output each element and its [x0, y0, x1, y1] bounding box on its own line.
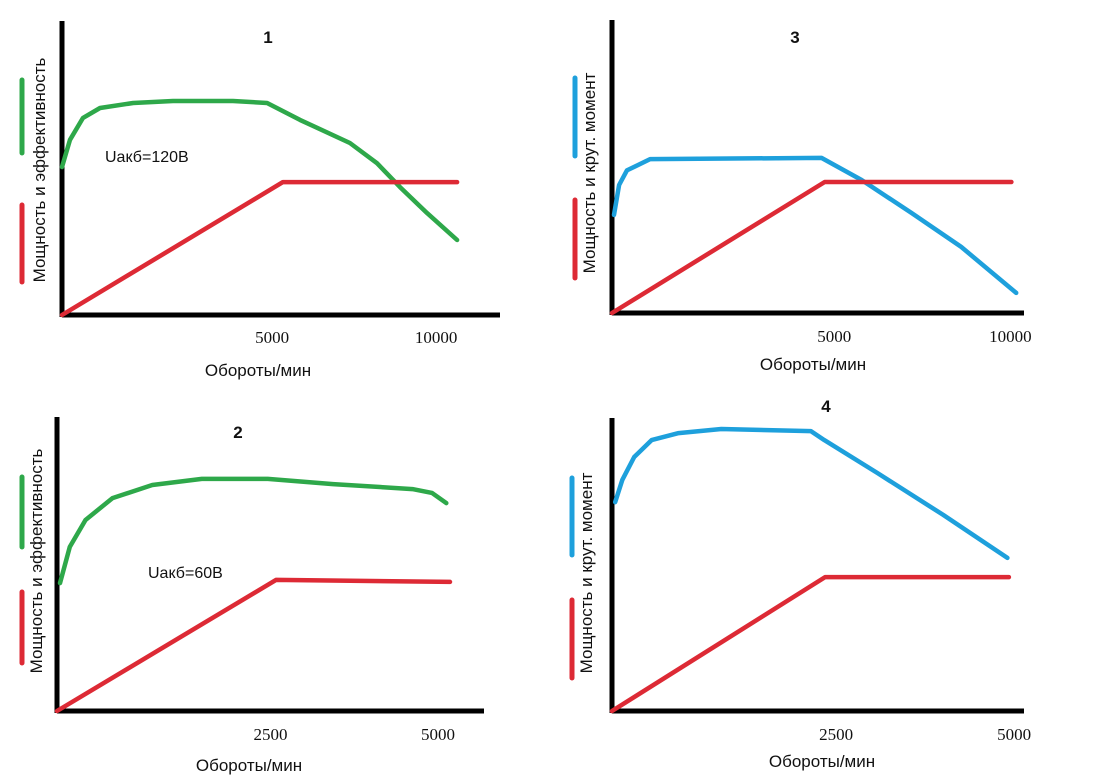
- x-tick-label: 10000: [989, 327, 1032, 346]
- series-line-red: [59, 179, 460, 318]
- x-tick-label: 2500: [819, 725, 854, 744]
- series-line-blue: [612, 426, 1010, 561]
- x-tick-label: 5000: [421, 725, 455, 744]
- voltage-annotation: Uакб=60В: [148, 565, 223, 582]
- series-line-red: [609, 179, 1014, 316]
- x-axis-label: Обороты/мин: [768, 752, 876, 771]
- chart-title: 3: [790, 28, 800, 47]
- y-axis-label: Мощность и крут. момент: [577, 472, 596, 674]
- series-line-red: [609, 574, 1012, 714]
- x-tick-label: 10000: [414, 328, 458, 347]
- series-line-green: [59, 98, 460, 243]
- x-tick-label: 5000: [997, 725, 1032, 744]
- series-line-green: [57, 476, 449, 586]
- y-axis-label: Мощность и эффективность: [30, 57, 49, 283]
- y-axis-label: Мощность и эффективность: [27, 448, 46, 674]
- x-axis-label: Обороты/мин: [759, 355, 867, 374]
- chart-title: 1: [263, 28, 273, 47]
- voltage-annotation: Uакб=120В: [105, 149, 189, 166]
- y-axis-label: Мощность и крут. момент: [580, 72, 599, 274]
- x-tick-label: 5000: [817, 327, 852, 346]
- x-axis-label: Обороты/мин: [204, 361, 312, 380]
- x-tick-label: 2500: [253, 725, 288, 744]
- chart-title: 2: [233, 423, 243, 442]
- x-tick-label: 5000: [255, 328, 290, 347]
- series-line-blue: [611, 155, 1019, 296]
- chart-title: 4: [821, 397, 831, 416]
- x-axis-label: Обороты/мин: [195, 756, 303, 775]
- series-line-red: [54, 577, 453, 714]
